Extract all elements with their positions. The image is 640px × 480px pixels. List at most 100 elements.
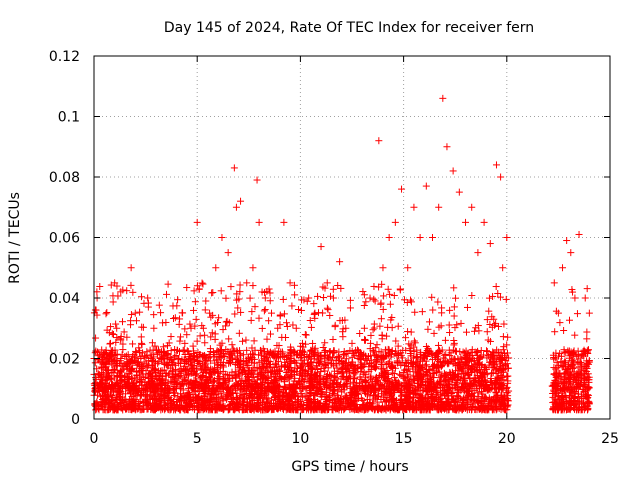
- data-point-noise: [556, 319, 564, 327]
- x-tick-label: 15: [395, 431, 413, 447]
- data-point: [435, 203, 443, 211]
- data-point-noise: [373, 341, 381, 349]
- data-point-noise: [489, 292, 497, 300]
- grid-lines: [94, 56, 610, 419]
- data-point-noise: [217, 287, 225, 295]
- x-tick-label: 20: [498, 431, 516, 447]
- y-tick-label: 0.04: [49, 291, 80, 307]
- data-point-noise: [451, 324, 459, 332]
- data-point-noise: [390, 370, 398, 378]
- data-point-noise: [108, 330, 116, 338]
- data-point-noise: [425, 318, 433, 326]
- data-point: [567, 249, 575, 257]
- data-point-noise: [92, 334, 100, 342]
- data-point: [379, 264, 387, 272]
- data-point-noise: [261, 306, 269, 314]
- data-point-noise: [495, 322, 503, 330]
- data-point-noise: [193, 337, 201, 345]
- data-point-noise: [106, 340, 114, 348]
- data-point-noise: [119, 346, 127, 354]
- data-point-noise: [118, 318, 126, 326]
- data-point: [193, 218, 201, 226]
- data-point-noise: [376, 322, 384, 330]
- data-point-noise: [377, 315, 385, 323]
- data-point-noise: [103, 308, 111, 316]
- data-point-noise: [231, 310, 239, 318]
- data-point-noise: [394, 342, 402, 350]
- data-point-noise: [265, 317, 273, 325]
- data-point: [497, 173, 505, 181]
- data-point: [317, 243, 325, 251]
- data-point-noise: [424, 325, 432, 333]
- data-point-noise: [136, 308, 144, 316]
- data-point-noise: [198, 361, 206, 369]
- data-point: [232, 203, 240, 211]
- data-point-noise: [138, 323, 146, 331]
- y-tick-label: 0.1: [58, 110, 80, 126]
- data-point-noise: [255, 314, 263, 322]
- chart-title: Day 145 of 2024, Rate Of TEC Index for r…: [164, 20, 534, 36]
- data-point: [563, 237, 571, 245]
- data-point-noise: [127, 317, 135, 325]
- data-point: [348, 339, 356, 347]
- data-point-noise: [183, 284, 191, 292]
- data-point: [249, 264, 257, 272]
- data-point: [404, 264, 412, 272]
- data-point-noise: [292, 359, 300, 367]
- data-point-noise: [127, 311, 135, 319]
- data-point-noise: [483, 328, 491, 336]
- data-point-noise: [428, 293, 436, 301]
- data-point-noise: [326, 311, 334, 319]
- data-point: [305, 294, 313, 302]
- data-point-noise: [320, 293, 328, 301]
- data-point-noise: [360, 291, 368, 299]
- data-point-noise: [405, 340, 413, 348]
- data-point: [391, 218, 399, 226]
- data-point-noise: [329, 285, 337, 293]
- data-point-noise: [475, 327, 483, 335]
- data-point-noise: [496, 293, 504, 301]
- data-point-noise: [301, 331, 309, 339]
- data-point-noise: [453, 321, 461, 329]
- data-point-noise: [279, 295, 287, 303]
- data-point-noise: [442, 375, 450, 383]
- data-point-noise: [249, 282, 257, 290]
- data-point-noise: [162, 290, 170, 298]
- data-point-noise: [569, 356, 577, 364]
- data-point-noise: [396, 285, 404, 293]
- data-point-noise: [324, 306, 332, 314]
- data-point-noise: [499, 333, 507, 341]
- data-point-noise: [319, 344, 327, 352]
- data-point-noise: [192, 315, 200, 323]
- data-point-noise: [237, 308, 245, 316]
- data-point-noise: [165, 339, 173, 347]
- data-point-noise: [346, 304, 354, 312]
- x-tick-label: 5: [193, 431, 202, 447]
- data-point-noise: [150, 311, 158, 319]
- data-point-noise: [356, 329, 364, 337]
- data-point: [127, 264, 135, 272]
- data-point-noise: [331, 373, 339, 381]
- data-point: [360, 324, 368, 332]
- data-point: [280, 218, 288, 226]
- data-point-noise: [307, 323, 315, 331]
- data-point-noise: [326, 292, 334, 300]
- data-point: [230, 164, 238, 172]
- data-point-noise: [225, 335, 233, 343]
- data-point-noise: [225, 319, 233, 327]
- data-point-noise: [201, 331, 209, 339]
- data-point-noise: [566, 316, 574, 324]
- data-point-noise: [170, 315, 178, 323]
- data-point-noise: [236, 281, 244, 289]
- data-point: [268, 309, 276, 317]
- data-point: [428, 234, 436, 241]
- data-point-noise: [463, 303, 471, 311]
- y-tick-label: 0: [71, 412, 80, 428]
- data-point-noise: [267, 330, 275, 338]
- x-tick-label: 10: [291, 431, 309, 447]
- data-point-noise: [370, 324, 378, 332]
- data-point-noise: [490, 315, 498, 323]
- data-point-noise: [557, 358, 565, 366]
- data-point-noise: [196, 332, 204, 340]
